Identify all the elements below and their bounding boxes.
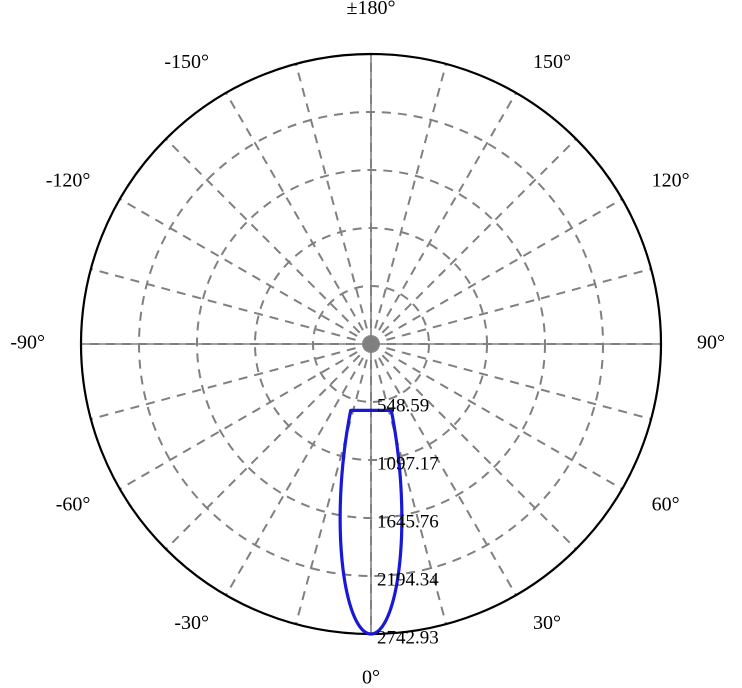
angle-label: -30° (174, 612, 209, 634)
angle-label: -60° (56, 494, 91, 516)
angle-label: 90° (697, 332, 725, 354)
angle-label: ±180° (347, 0, 396, 19)
angle-label: 120° (652, 170, 690, 192)
angle-label: 0° (362, 667, 380, 688)
radial-tick-label: 1645.76 (377, 511, 439, 532)
angle-label: 60° (652, 494, 680, 516)
polar-chart: 0° 30° 60° 90° 120° 150° ±180° -150° -120° -90° -6… (0, 0, 742, 688)
radial-tick-label: 2742.93 (377, 627, 439, 648)
angle-label: -150° (164, 51, 209, 73)
radial-tick-label: 2194.34 (377, 569, 439, 590)
radial-tick-label: 548.59 (377, 395, 429, 416)
angle-label: -90° (10, 332, 45, 354)
radial-tick-label: 1097.17 (377, 453, 439, 474)
angle-label: 30° (533, 612, 561, 634)
angle-label: 150° (533, 51, 571, 73)
angle-label: -120° (46, 170, 91, 192)
